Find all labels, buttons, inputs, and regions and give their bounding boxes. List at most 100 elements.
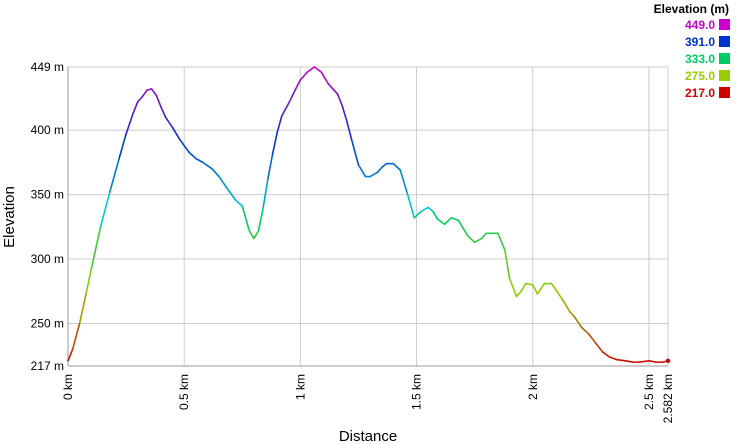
elevation-segment: [225, 186, 237, 201]
elevation-segment: [90, 226, 102, 271]
x-tick-label: 2.582 km: [661, 374, 675, 423]
elevation-segment: [392, 162, 402, 171]
elevation-segment: [257, 206, 264, 232]
elevation-segment: [150, 88, 158, 97]
elevation-point: [109, 191, 111, 193]
y-axis-ticks: 217 m 250 m 300 m 350 m 400 m 449 m: [31, 60, 64, 373]
y-tick-label: 250 m: [31, 316, 64, 330]
elevation-point: [436, 218, 439, 220]
legend-swatch: [719, 53, 730, 64]
elevation-segment: [432, 210, 439, 220]
elevation-point: [346, 120, 348, 122]
y-tick-label: 217 m: [31, 359, 64, 373]
legend-label: 333.0: [685, 52, 715, 66]
elevation-segment: [420, 206, 429, 213]
elevation-segment: [436, 218, 446, 226]
elevation-segment: [267, 153, 274, 180]
elevation-segment: [624, 360, 634, 363]
elevation-segment: [178, 138, 190, 153]
x-tick-label: 2.5 km: [642, 374, 656, 410]
elevation-point: [295, 88, 297, 90]
legend-swatch: [719, 19, 730, 30]
elevation-segment: [341, 104, 348, 122]
elevation-segment: [327, 82, 334, 90]
elevation-segment: [536, 282, 546, 295]
elevation-segment: [520, 282, 527, 293]
elevation-point: [587, 333, 590, 335]
elevation-segment: [276, 115, 283, 134]
elevation-segment: [99, 191, 111, 228]
elevation-segment: [171, 126, 181, 140]
elevation-point: [625, 360, 627, 362]
y-tick-label: 400 m: [31, 123, 64, 137]
elevation-point: [72, 348, 74, 350]
elevation-segment: [427, 206, 434, 213]
elevation-segment: [615, 358, 627, 362]
elevation-segment: [234, 198, 244, 207]
elevation-segment: [562, 299, 571, 313]
elevation-segment: [85, 268, 93, 293]
elevation-point: [662, 361, 664, 363]
y-tick-label: 300 m: [31, 252, 64, 266]
elevation-point: [432, 210, 434, 212]
elevation-point: [450, 217, 453, 219]
elevation-segment: [638, 360, 650, 363]
legend-entries: 449.0 391.0 333.0 275.0 217.0: [685, 18, 730, 100]
legend-label: 275.0: [685, 69, 715, 83]
elevation-point: [364, 175, 367, 178]
elevation-point: [504, 249, 506, 251]
elevation-point: [481, 237, 483, 240]
elevation-point: [543, 282, 545, 285]
elevation-point: [632, 361, 634, 363]
legend-label: 391.0: [685, 35, 715, 49]
elevation-series: [67, 66, 671, 364]
elevation-segment: [71, 322, 81, 351]
elevation-segment: [253, 229, 260, 240]
elevation-point: [615, 358, 618, 361]
elevation-point: [248, 230, 250, 232]
y-axis-title: Elevation: [1, 186, 18, 248]
elevation-segment: [136, 95, 144, 103]
elevation-segment: [450, 216, 460, 222]
elevation-point: [601, 351, 604, 353]
elevation-segment: [443, 216, 453, 226]
elevation-segment: [580, 326, 590, 335]
elevation-point: [188, 151, 190, 153]
elevation-point: [550, 282, 552, 285]
elevation-segment: [457, 219, 464, 229]
elevation-segment: [332, 88, 339, 95]
elevation-point: [639, 361, 641, 363]
elevation-point: [125, 133, 127, 135]
elevation-segment: [466, 235, 476, 244]
y-tick-label: 449 m: [31, 60, 64, 74]
elevation-point: [234, 199, 236, 201]
grid-lines: [67, 66, 669, 367]
elevation-point: [336, 93, 339, 95]
elevation-point: [427, 206, 429, 209]
legend-swatch: [719, 87, 730, 98]
legend-swatch: [719, 70, 730, 81]
elevation-segment: [146, 88, 153, 91]
elevation-point: [313, 66, 315, 68]
elevation-segment: [406, 192, 416, 219]
elevation-segment: [555, 289, 564, 302]
elevation-point: [594, 342, 597, 344]
elevation-point: [508, 277, 511, 279]
elevation-point: [406, 192, 408, 194]
legend-title: Elevation (m): [654, 2, 729, 16]
legend-label: 449.0: [685, 18, 715, 32]
elevation-segment: [299, 71, 309, 81]
elevation-segment: [504, 249, 511, 280]
elevation-segment: [218, 175, 227, 188]
elevation-segment: [262, 178, 269, 209]
elevation-segment: [67, 348, 74, 362]
elevation-point: [320, 71, 322, 73]
elevation-segment: [78, 290, 88, 325]
elevation-segment: [294, 79, 302, 90]
elevation-point: [532, 284, 534, 286]
elevation-segment: [399, 169, 409, 195]
elevation-segment: [380, 162, 388, 169]
elevation-point: [202, 161, 204, 163]
elevation-point: [90, 268, 92, 270]
elevation-point: [555, 289, 557, 291]
